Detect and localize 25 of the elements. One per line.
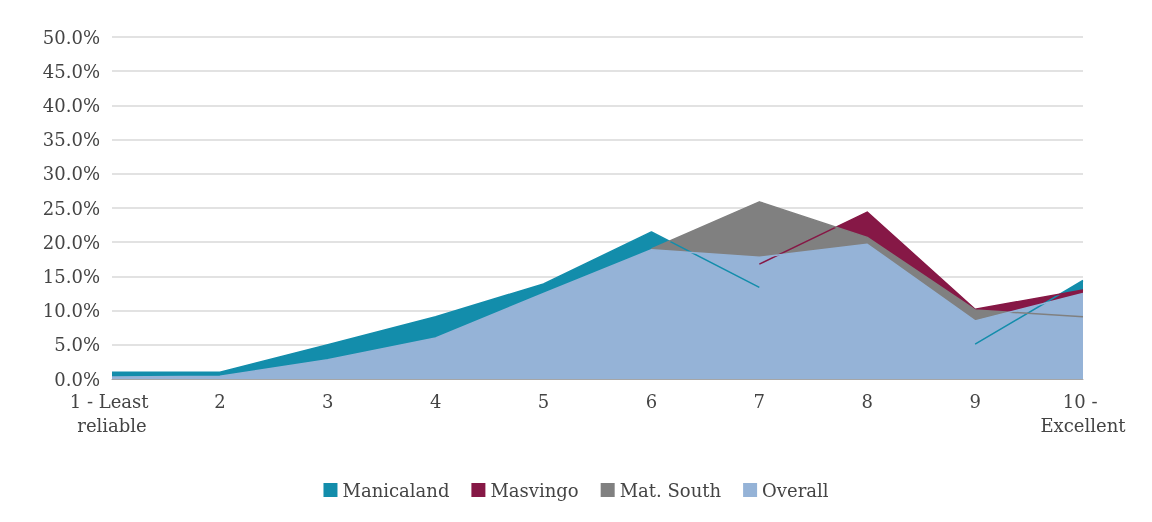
y-tick-label: 10.0% <box>42 300 100 322</box>
y-tick-label: 20.0% <box>42 231 100 253</box>
y-tick-label: 35.0% <box>42 129 100 151</box>
y-tick-label: 30.0% <box>42 163 100 185</box>
y-tick-label: 25.0% <box>42 197 100 219</box>
y-tick-label: 5.0% <box>54 334 100 356</box>
y-tick-label: 50.0% <box>42 26 100 48</box>
legend-label: Manicaland <box>342 479 450 501</box>
legend-label: Overall <box>762 479 829 501</box>
y-tick-label: 40.0% <box>42 94 100 116</box>
x-tick-label: 7 <box>753 390 766 412</box>
x-tick-label: 3 <box>322 390 334 412</box>
x-tick-label: 5 <box>537 390 550 412</box>
x-tick-label: 4 <box>429 390 442 412</box>
x-tick-label: 8 <box>861 390 873 412</box>
x-tick-label: 2 <box>214 390 226 412</box>
legend-label: Masvingo <box>490 479 579 501</box>
legend-label: Mat. South <box>619 479 722 501</box>
y-tick-label: 45.0% <box>42 60 100 82</box>
x-tick-label: 9 <box>969 390 981 412</box>
x-tick-label: 10 - Excellent <box>1040 390 1127 436</box>
y-tick-label: 15.0% <box>42 265 100 287</box>
y-tick-label: 0.0% <box>54 368 100 390</box>
x-tick-label: 1 - Least reliable <box>69 390 155 436</box>
x-tick-label: 6 <box>645 390 658 412</box>
